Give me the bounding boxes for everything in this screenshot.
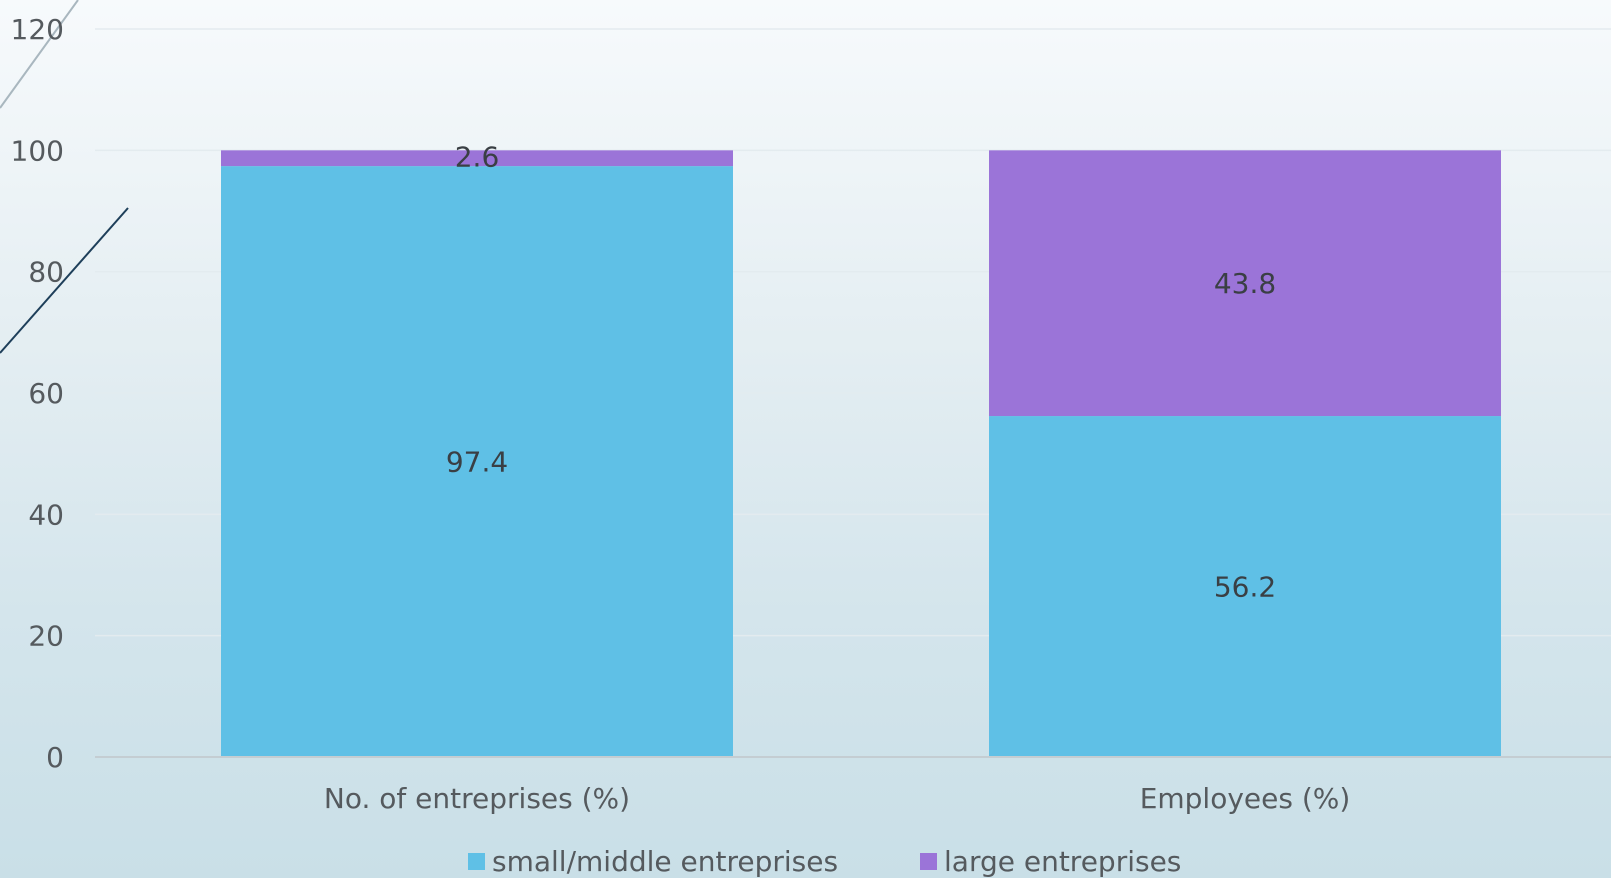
x-category-label: Employees (%): [1140, 782, 1351, 815]
decor-line-top: [0, 0, 79, 109]
decorative-lines: [0, 0, 129, 354]
y-tick-label: 100: [11, 134, 64, 167]
data-label: 43.8: [1214, 267, 1276, 300]
y-tick-label: 0: [46, 741, 64, 774]
bars: [221, 150, 1501, 757]
data-labels: 97.4 2.6 56.2 43.8: [446, 140, 1276, 603]
y-tick-label: 80: [28, 256, 64, 289]
y-tick-label: 60: [28, 377, 64, 410]
decor-line-middle: [0, 207, 129, 354]
data-label: 56.2: [1214, 571, 1276, 604]
y-axis-ticks: 0 20 40 60 80 100 120: [11, 13, 64, 774]
data-label: 2.6: [455, 140, 500, 173]
bar-segment: [989, 416, 1501, 757]
y-tick-label: 20: [28, 620, 64, 653]
legend-label: large entreprises: [944, 845, 1181, 878]
legend-swatch: [920, 853, 937, 870]
bar-segment: [221, 150, 733, 167]
legend: small/middle entreprises large entreprise…: [468, 845, 1181, 878]
x-axis: No. of entreprises (%) Employees (%): [95, 756, 1611, 815]
bar-segment: [989, 150, 1501, 417]
x-category-label: No. of entreprises (%): [324, 782, 630, 815]
data-label: 97.4: [446, 446, 508, 479]
bar-segment: [221, 166, 733, 757]
legend-label: small/middle entreprises: [492, 845, 838, 878]
legend-swatch: [468, 853, 485, 870]
y-tick-label: 40: [28, 498, 64, 531]
y-tick-label: 120: [11, 13, 64, 46]
